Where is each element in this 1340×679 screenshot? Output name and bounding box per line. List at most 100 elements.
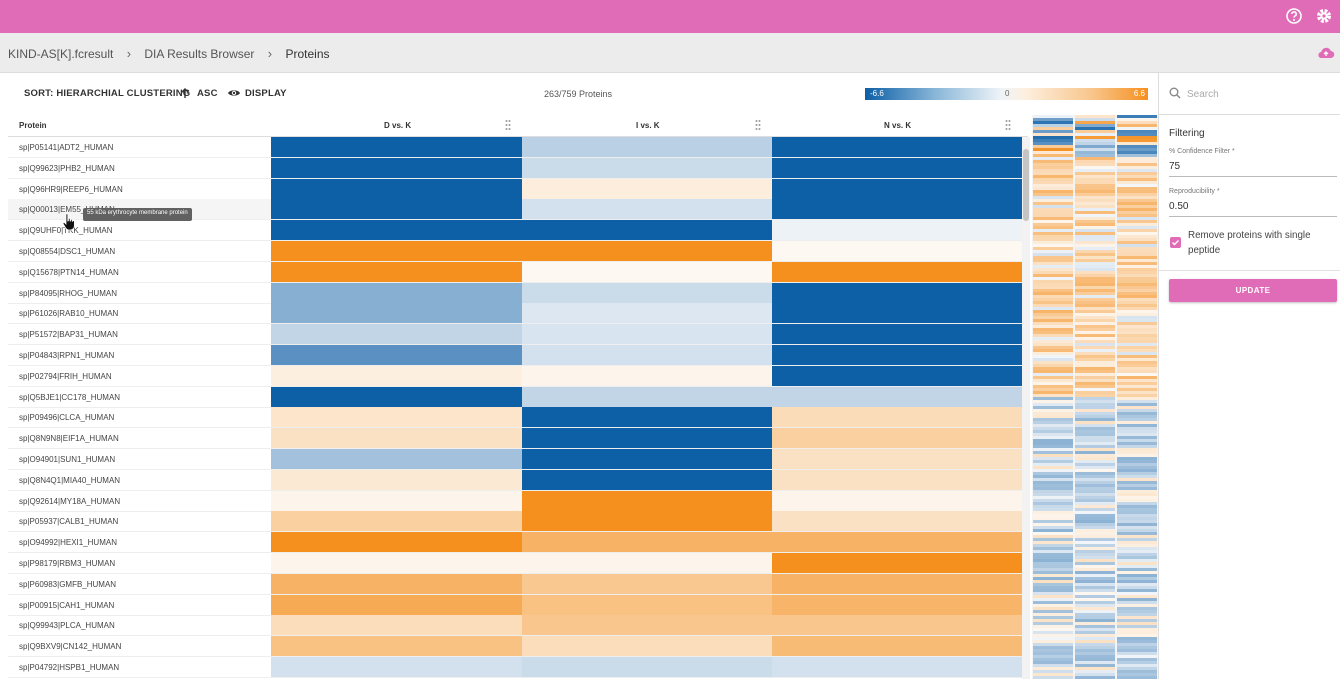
heatmap-cell[interactable]	[271, 657, 522, 677]
heatmap-cell[interactable]	[772, 532, 1022, 553]
protein-id-label[interactable]: sp|P05141|ADT2_HUMAN	[19, 143, 114, 152]
heatmap-cell[interactable]	[772, 282, 1022, 303]
protein-id-label[interactable]: sp|Q99943|PLCA_HUMAN	[19, 621, 115, 631]
heatmap-cell[interactable]	[772, 157, 1022, 178]
table-row[interactable]: sp|Q00013|EM55_HUMAN	[8, 199, 1022, 221]
heatmap-cell[interactable]	[522, 199, 772, 220]
table-row[interactable]: sp|P60983|GMFB_HUMAN	[8, 573, 1022, 595]
table-row[interactable]: sp|Q8N4Q1|MIA40_HUMAN	[8, 469, 1022, 491]
heatmap-cell[interactable]	[271, 553, 522, 573]
table-row[interactable]: sp|P51572|BAP31_HUMAN	[8, 324, 1022, 346]
heatmap-cell[interactable]	[772, 636, 1022, 657]
heatmap-cell[interactable]	[772, 490, 1022, 511]
table-row[interactable]: sp|P09496|CLCA_HUMAN	[8, 407, 1022, 429]
heatmap-cell[interactable]	[522, 573, 772, 594]
heatmap-cell[interactable]	[772, 407, 1022, 428]
heatmap-cell[interactable]	[271, 407, 522, 428]
heatmap-cell[interactable]	[522, 261, 772, 282]
column-header-n-vs-k[interactable]: N vs. K	[884, 121, 912, 130]
heatmap-cell[interactable]	[522, 137, 772, 157]
protein-id-label[interactable]: sp|Q15678|PTN14_HUMAN	[19, 267, 119, 277]
protein-id-label[interactable]: sp|Q5BJE1|CC178_HUMAN	[19, 392, 121, 402]
heatmap-cell[interactable]	[271, 241, 522, 261]
table-row[interactable]: sp|P02794|FRIH_HUMAN	[8, 365, 1022, 387]
heatmap-cell[interactable]	[522, 282, 772, 303]
help-circle-icon[interactable]	[1284, 6, 1304, 26]
heatmap-cell[interactable]	[772, 428, 1022, 449]
heatmap-cell[interactable]	[772, 365, 1022, 386]
table-row[interactable]: sp|Q9BXV9|CN142_HUMAN	[8, 636, 1022, 658]
table-row[interactable]: sp|Q99623|PHB2_HUMAN	[8, 157, 1022, 179]
heatmap-cell[interactable]	[772, 573, 1022, 594]
heatmap-cell[interactable]	[522, 407, 772, 428]
drag-handle-icon[interactable]	[755, 119, 761, 131]
breadcrumb-item-browser[interactable]: DIA Results Browser	[144, 46, 255, 61]
protein-id-label[interactable]: sp|P09496|CLCA_HUMAN	[19, 413, 115, 423]
heatmap-cell[interactable]	[271, 324, 522, 345]
heatmap-cell[interactable]	[522, 428, 772, 449]
heatmap-cell[interactable]	[772, 303, 1022, 324]
heatmap-cell[interactable]	[772, 220, 1022, 241]
table-row[interactable]: sp|Q8N9N8|EIF1A_HUMAN	[8, 428, 1022, 450]
protein-id-label[interactable]: sp|Q96HR9|REEP6_HUMAN	[19, 184, 123, 194]
table-row[interactable]: sp|O94992|HEXI1_HUMAN	[8, 532, 1022, 554]
heatmap-cell[interactable]	[271, 615, 522, 636]
heatmap-cell[interactable]	[522, 303, 772, 324]
heatmap-cell[interactable]	[271, 428, 522, 449]
table-row[interactable]: sp|P04843|RPN1_HUMAN	[8, 345, 1022, 366]
protein-id-label[interactable]: sp|Q9UHF0|TKK_HUMAN	[19, 226, 113, 236]
cloud-upload-icon[interactable]	[1317, 44, 1335, 62]
heatmap-cell[interactable]	[522, 532, 772, 553]
heatmap-cell[interactable]	[271, 511, 522, 532]
column-header-i-vs-k[interactable]: I vs. K	[636, 121, 660, 130]
heatmap-overview[interactable]	[1032, 115, 1158, 679]
heatmap-cell[interactable]	[271, 137, 522, 157]
heatmap-cell[interactable]	[271, 178, 522, 199]
protein-id-label[interactable]: sp|Q92614|MY18A_HUMAN	[19, 496, 121, 506]
heatmap-cell[interactable]	[522, 365, 772, 386]
heatmap-cell[interactable]	[522, 157, 772, 178]
drag-handle-icon[interactable]	[505, 119, 511, 131]
heatmap-cell[interactable]	[522, 324, 772, 345]
table-row[interactable]: sp|Q08554|DSC1_HUMAN	[8, 241, 1022, 262]
protein-id-label[interactable]: sp|P04792|HSPB1_HUMAN	[19, 663, 120, 672]
remove-single-peptide-label[interactable]: Remove proteins with single peptide	[1188, 230, 1311, 256]
heatmap-cell[interactable]	[271, 199, 522, 220]
sort-button[interactable]: SORT: HIERARCHIAL CLUSTERING	[24, 88, 191, 99]
heatmap-cell[interactable]	[522, 636, 772, 657]
table-row[interactable]: sp|Q92614|MY18A_HUMAN	[8, 490, 1022, 512]
breadcrumb-item-result[interactable]: KIND-AS[K].fcresult	[8, 46, 114, 61]
heatmap-cell[interactable]	[271, 157, 522, 178]
protein-id-label[interactable]: sp|Q8N9N8|EIF1A_HUMAN	[19, 434, 119, 444]
protein-id-label[interactable]: sp|Q99623|PHB2_HUMAN	[19, 163, 115, 173]
table-row[interactable]: sp|Q15678|PTN14_HUMAN	[8, 261, 1022, 283]
table-row[interactable]: sp|Q5BJE1|CC178_HUMAN	[8, 386, 1022, 408]
eye-icon[interactable]	[227, 88, 241, 98]
protein-id-label[interactable]: sp|P84095|RHOG_HUMAN	[19, 288, 117, 298]
search-input[interactable]	[1187, 86, 1327, 102]
heatmap-cell[interactable]	[772, 178, 1022, 199]
arrow-up-icon[interactable]	[180, 87, 190, 99]
protein-id-label[interactable]: sp|Q8N4Q1|MIA40_HUMAN	[19, 475, 121, 485]
protein-id-label[interactable]: sp|P02794|FRIH_HUMAN	[19, 371, 112, 381]
protein-id-label[interactable]: sp|O94992|HEXI1_HUMAN	[19, 538, 117, 548]
heatmap-cell[interactable]	[772, 511, 1022, 532]
heatmap-cell[interactable]	[772, 261, 1022, 282]
heatmap-cell[interactable]	[522, 490, 772, 511]
heatmap-cell[interactable]	[271, 220, 522, 241]
asc-button[interactable]: ASC	[197, 88, 218, 99]
heatmap-cell[interactable]	[522, 241, 772, 261]
protein-id-label[interactable]: sp|P04843|RPN1_HUMAN	[19, 351, 115, 360]
protein-id-label[interactable]: sp|P05937|CALB1_HUMAN	[19, 517, 119, 527]
heatmap-cell[interactable]	[772, 199, 1022, 220]
heatmap-cell[interactable]	[772, 324, 1022, 345]
heatmap-cell[interactable]	[271, 490, 522, 511]
scrollbar-thumb[interactable]	[1023, 149, 1029, 221]
protein-id-label[interactable]: sp|Q08554|DSC1_HUMAN	[19, 247, 116, 256]
table-row[interactable]: sp|P98179|RBM3_HUMAN	[8, 553, 1022, 574]
heatmap-cell[interactable]	[772, 241, 1022, 261]
table-row[interactable]: sp|Q9UHF0|TKK_HUMAN	[8, 220, 1022, 242]
heatmap-cell[interactable]	[522, 657, 772, 677]
heatmap-cell[interactable]	[522, 178, 772, 199]
table-row[interactable]: sp|Q96HR9|REEP6_HUMAN	[8, 178, 1022, 200]
